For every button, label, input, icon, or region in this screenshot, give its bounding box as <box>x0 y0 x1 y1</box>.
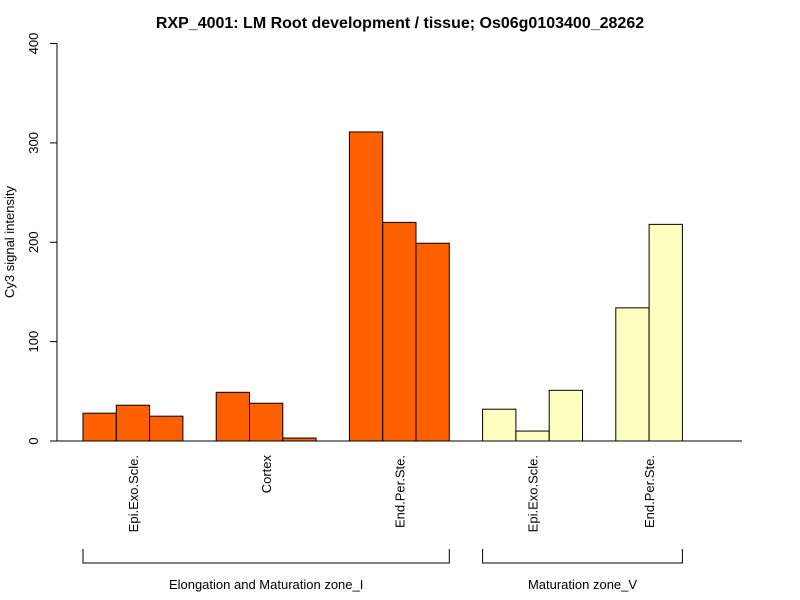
x-tick-label: Epi.Exo.Scle. <box>526 455 541 532</box>
zone-label: Elongation and Maturation zone_I <box>169 577 363 592</box>
y-tick-label: 300 <box>26 132 41 154</box>
x-tick-labels: Epi.Exo.Scle. Cortex End.Per.Ste. Epi.Exo.S… <box>126 455 657 533</box>
x-tick-label: Cortex <box>259 455 274 494</box>
zone-bracket <box>82 549 450 564</box>
y-tick-label: 0 <box>26 437 41 444</box>
bar <box>115 404 151 442</box>
y-axis: 0 100 200 300 400 <box>26 33 58 445</box>
bar <box>415 242 450 442</box>
bar <box>249 402 284 442</box>
zone-brackets: Elongation and Maturation zone_I Maturati… <box>82 549 683 592</box>
bar <box>548 389 584 442</box>
y-tick-label: 400 <box>26 33 41 55</box>
bar <box>382 221 417 442</box>
bar <box>215 391 250 442</box>
x-tick-label: End.Per.Ste. <box>392 455 407 528</box>
bar <box>615 307 650 442</box>
y-tick-label: 200 <box>26 231 41 253</box>
y-axis-label: Cy3 signal intensity <box>2 186 17 298</box>
bar <box>515 430 550 442</box>
y-tick-label: 100 <box>26 331 41 353</box>
bar <box>149 415 184 442</box>
x-tick-label: Epi.Exo.Scle. <box>126 455 141 532</box>
bars <box>82 131 683 442</box>
bar <box>648 223 683 442</box>
bar <box>482 408 517 442</box>
zone-bracket <box>482 549 683 564</box>
x-tick-label: End.Per.Ste. <box>642 455 657 528</box>
bar <box>348 131 384 442</box>
chart-title: RXP_4001: LM Root development / tissue; … <box>156 15 644 32</box>
zone-label: Maturation zone_V <box>528 577 637 592</box>
bar <box>82 412 117 442</box>
